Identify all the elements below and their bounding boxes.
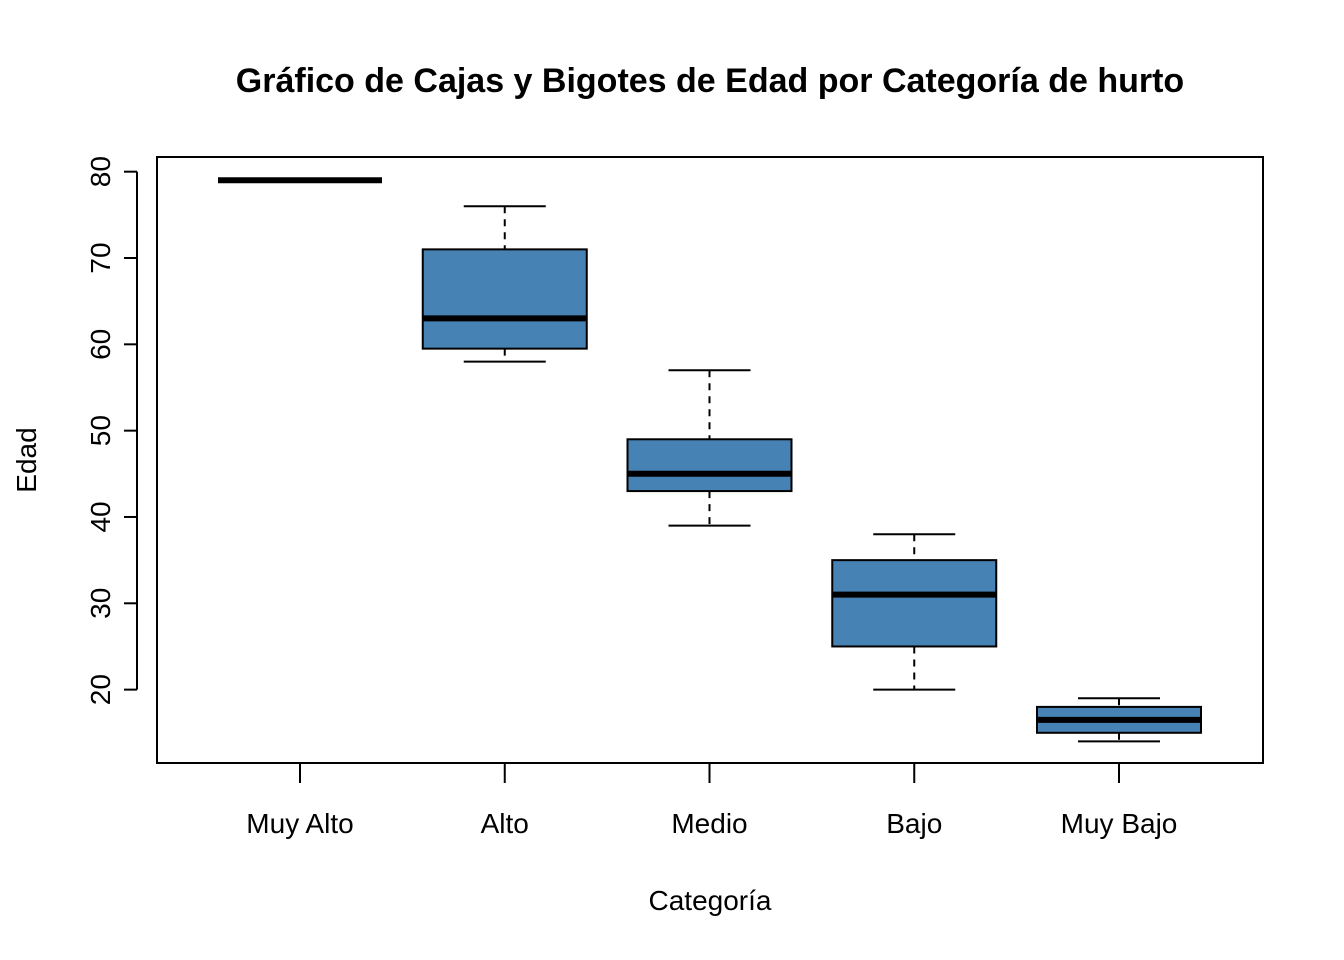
x-axis: Muy Alto Alto Medio Bajo Muy Bajo — [246, 763, 1177, 839]
y-tick-label: 30 — [85, 588, 116, 619]
x-tick-label: Alto — [481, 808, 529, 839]
iqr-box — [421, 248, 588, 350]
y-tick-label: 20 — [85, 674, 116, 705]
iqr-box — [831, 559, 998, 648]
x-tick-label: Medio — [671, 808, 747, 839]
x-tick-label: Bajo — [886, 808, 942, 839]
x-tick-label: Muy Bajo — [1061, 808, 1178, 839]
y-tick-label: 70 — [85, 242, 116, 273]
y-tick-label: 60 — [85, 329, 116, 360]
box-alto — [421, 205, 588, 363]
y-axis-label: Edad — [11, 427, 42, 492]
y-axis: 20 30 40 50 60 70 80 — [85, 156, 138, 705]
boxes-group — [218, 177, 1202, 743]
y-tick-label: 50 — [85, 415, 116, 446]
box-muy-bajo — [1036, 697, 1202, 743]
box-bajo — [831, 533, 998, 691]
y-tick-label: 80 — [85, 156, 116, 187]
box-medio — [626, 369, 793, 527]
iqr-box — [626, 438, 793, 493]
y-tick-label: 40 — [85, 501, 116, 532]
x-axis-label: Categoría — [649, 885, 772, 916]
x-tick-label: Muy Alto — [246, 808, 353, 839]
chart-title: Gráfico de Cajas y Bigotes de Edad por C… — [236, 62, 1184, 100]
